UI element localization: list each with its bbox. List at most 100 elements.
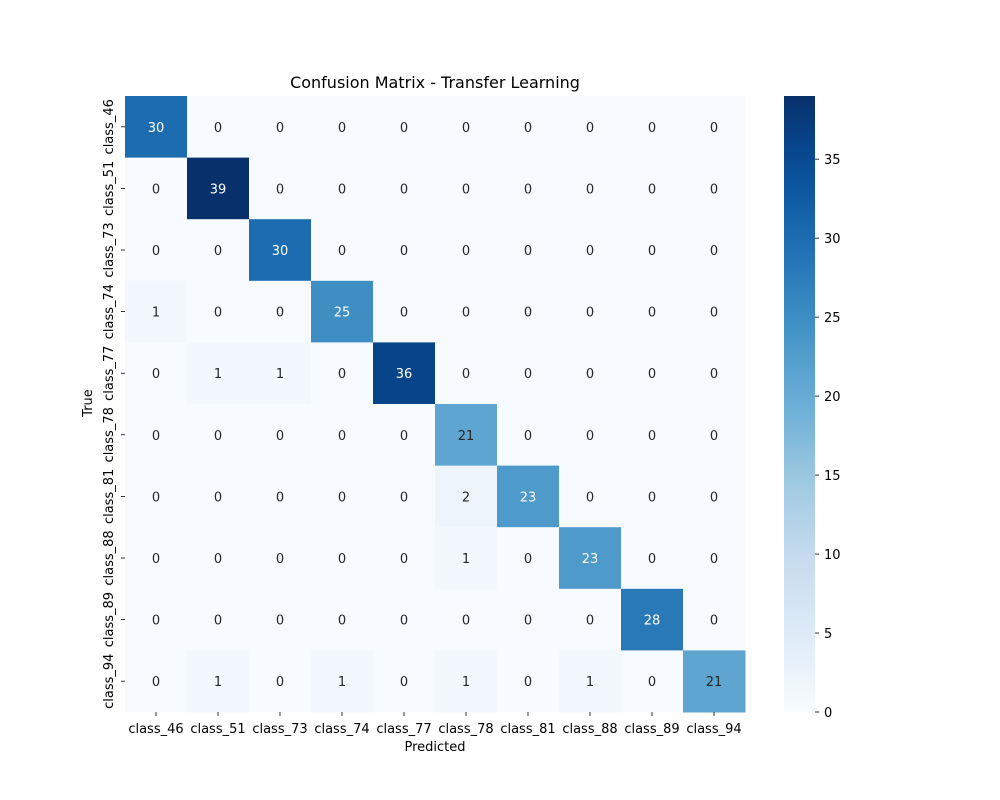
chart-title: Confusion Matrix - Transfer Learning xyxy=(290,73,580,92)
x-tick-label: class_94 xyxy=(686,722,741,737)
cell-value-label: 0 xyxy=(648,306,656,321)
cell-value-label: 0 xyxy=(524,182,532,197)
cell-value-label: 0 xyxy=(400,429,408,444)
cell-value-label: 0 xyxy=(152,490,160,505)
heatmap-cell xyxy=(187,96,250,159)
heatmap-cell xyxy=(435,96,498,159)
y-axis-label: True xyxy=(81,389,96,418)
heatmap-cell xyxy=(497,219,560,282)
cell-value-label: 0 xyxy=(586,306,594,321)
x-tick-label: class_77 xyxy=(376,722,431,737)
heatmap-cell xyxy=(435,527,498,590)
heatmap-cell xyxy=(187,588,250,651)
cell-value-label: 0 xyxy=(710,490,718,505)
heatmap-cell xyxy=(435,650,498,713)
y-tick-label: class_74 xyxy=(102,284,117,339)
cell-value-label: 30 xyxy=(272,244,289,259)
heatmap-cell xyxy=(373,465,436,528)
cell-value-label: 0 xyxy=(276,552,284,567)
cell-value-label: 0 xyxy=(524,367,532,382)
colorbar-tick-label: 30 xyxy=(824,232,841,247)
heatmap-cell xyxy=(621,588,684,651)
heatmap-cell xyxy=(125,157,188,220)
cell-value-label: 39 xyxy=(210,182,227,197)
cell-value-label: 0 xyxy=(276,675,284,690)
cell-value-label: 0 xyxy=(648,429,656,444)
cell-value-label: 0 xyxy=(524,429,532,444)
colorbar-tick-label: 15 xyxy=(824,469,841,484)
cell-value-label: 0 xyxy=(400,675,408,690)
cell-value-label: 1 xyxy=(214,367,222,382)
heatmap-cell xyxy=(497,588,560,651)
cell-value-label: 0 xyxy=(152,675,160,690)
heatmap-cell xyxy=(187,342,250,405)
heatmap-cell xyxy=(311,157,374,220)
heatmap-cell xyxy=(125,404,188,467)
cell-value-label: 0 xyxy=(648,490,656,505)
cell-value-label: 0 xyxy=(524,675,532,690)
cell-value-label: 30 xyxy=(148,121,165,136)
cell-value-label: 0 xyxy=(462,121,470,136)
cell-value-label: 0 xyxy=(586,182,594,197)
colorbar-tick-label: 25 xyxy=(824,311,841,326)
cell-value-label: 0 xyxy=(400,306,408,321)
heatmap-cell xyxy=(435,342,498,405)
heatmap-cell xyxy=(559,527,622,590)
heatmap-cell xyxy=(249,280,312,343)
cell-value-label: 0 xyxy=(648,121,656,136)
cell-value-label: 0 xyxy=(152,367,160,382)
heatmap-cell xyxy=(435,588,498,651)
heatmap-cell xyxy=(249,96,312,159)
heatmap-cell xyxy=(373,588,436,651)
heatmap-cell xyxy=(249,588,312,651)
cell-value-label: 0 xyxy=(276,121,284,136)
x-tick-label: class_81 xyxy=(500,722,555,737)
cell-value-label: 1 xyxy=(586,675,594,690)
heatmap-cell xyxy=(621,219,684,282)
cell-value-label: 0 xyxy=(524,614,532,629)
cell-value-label: 0 xyxy=(586,429,594,444)
heatmap-cell xyxy=(311,342,374,405)
y-axis-ticks: class_46 class_51 class_73 class_74 class_77… xyxy=(102,99,125,709)
y-tick-label: class_77 xyxy=(102,346,117,401)
heatmap-cell xyxy=(683,404,746,467)
cell-value-label: 0 xyxy=(152,244,160,259)
cell-value-label: 0 xyxy=(400,121,408,136)
cell-value-label: 0 xyxy=(338,429,346,444)
cell-value-label: 1 xyxy=(462,552,470,567)
heatmap-cell xyxy=(249,650,312,713)
heatmap-cell xyxy=(187,465,250,528)
heatmap-cell xyxy=(497,404,560,467)
cell-value-label: 0 xyxy=(462,614,470,629)
colorbar-tick-label: 5 xyxy=(824,627,832,642)
heatmap-cell xyxy=(311,588,374,651)
heatmap-cell xyxy=(497,527,560,590)
cell-value-label: 0 xyxy=(524,552,532,567)
cell-value-label: 0 xyxy=(152,182,160,197)
cell-value-label: 0 xyxy=(400,552,408,567)
heatmap-cell xyxy=(187,650,250,713)
cell-value-label: 0 xyxy=(338,552,346,567)
heatmap-cell xyxy=(187,157,250,220)
heatmap-cell xyxy=(559,96,622,159)
cell-value-label: 0 xyxy=(152,429,160,444)
heatmap-cell xyxy=(683,465,746,528)
heatmap-cell xyxy=(559,404,622,467)
cell-value-label: 0 xyxy=(648,675,656,690)
heatmap-cell xyxy=(373,650,436,713)
cell-value-label: 0 xyxy=(710,244,718,259)
cell-value-label: 1 xyxy=(462,675,470,690)
heatmap-cell xyxy=(373,96,436,159)
cell-value-label: 0 xyxy=(338,121,346,136)
x-tick-label: class_78 xyxy=(438,722,493,737)
heatmap-cell xyxy=(373,280,436,343)
x-tick-label: class_51 xyxy=(190,722,245,737)
heatmap-cell xyxy=(249,342,312,405)
heatmap-cell xyxy=(559,588,622,651)
x-tick-label: class_46 xyxy=(128,722,183,737)
heatmap-cell xyxy=(125,527,188,590)
cell-value-label: 0 xyxy=(648,552,656,567)
heatmap-cell xyxy=(249,404,312,467)
heatmap-cells: 30 0 0 0 0 0 0 0 0 0 0 39 0 0 0 0 0 0 0 0 0 0 30 0 0 0 0 0 0 0 1 0 0 25 0 0… xyxy=(125,96,746,713)
